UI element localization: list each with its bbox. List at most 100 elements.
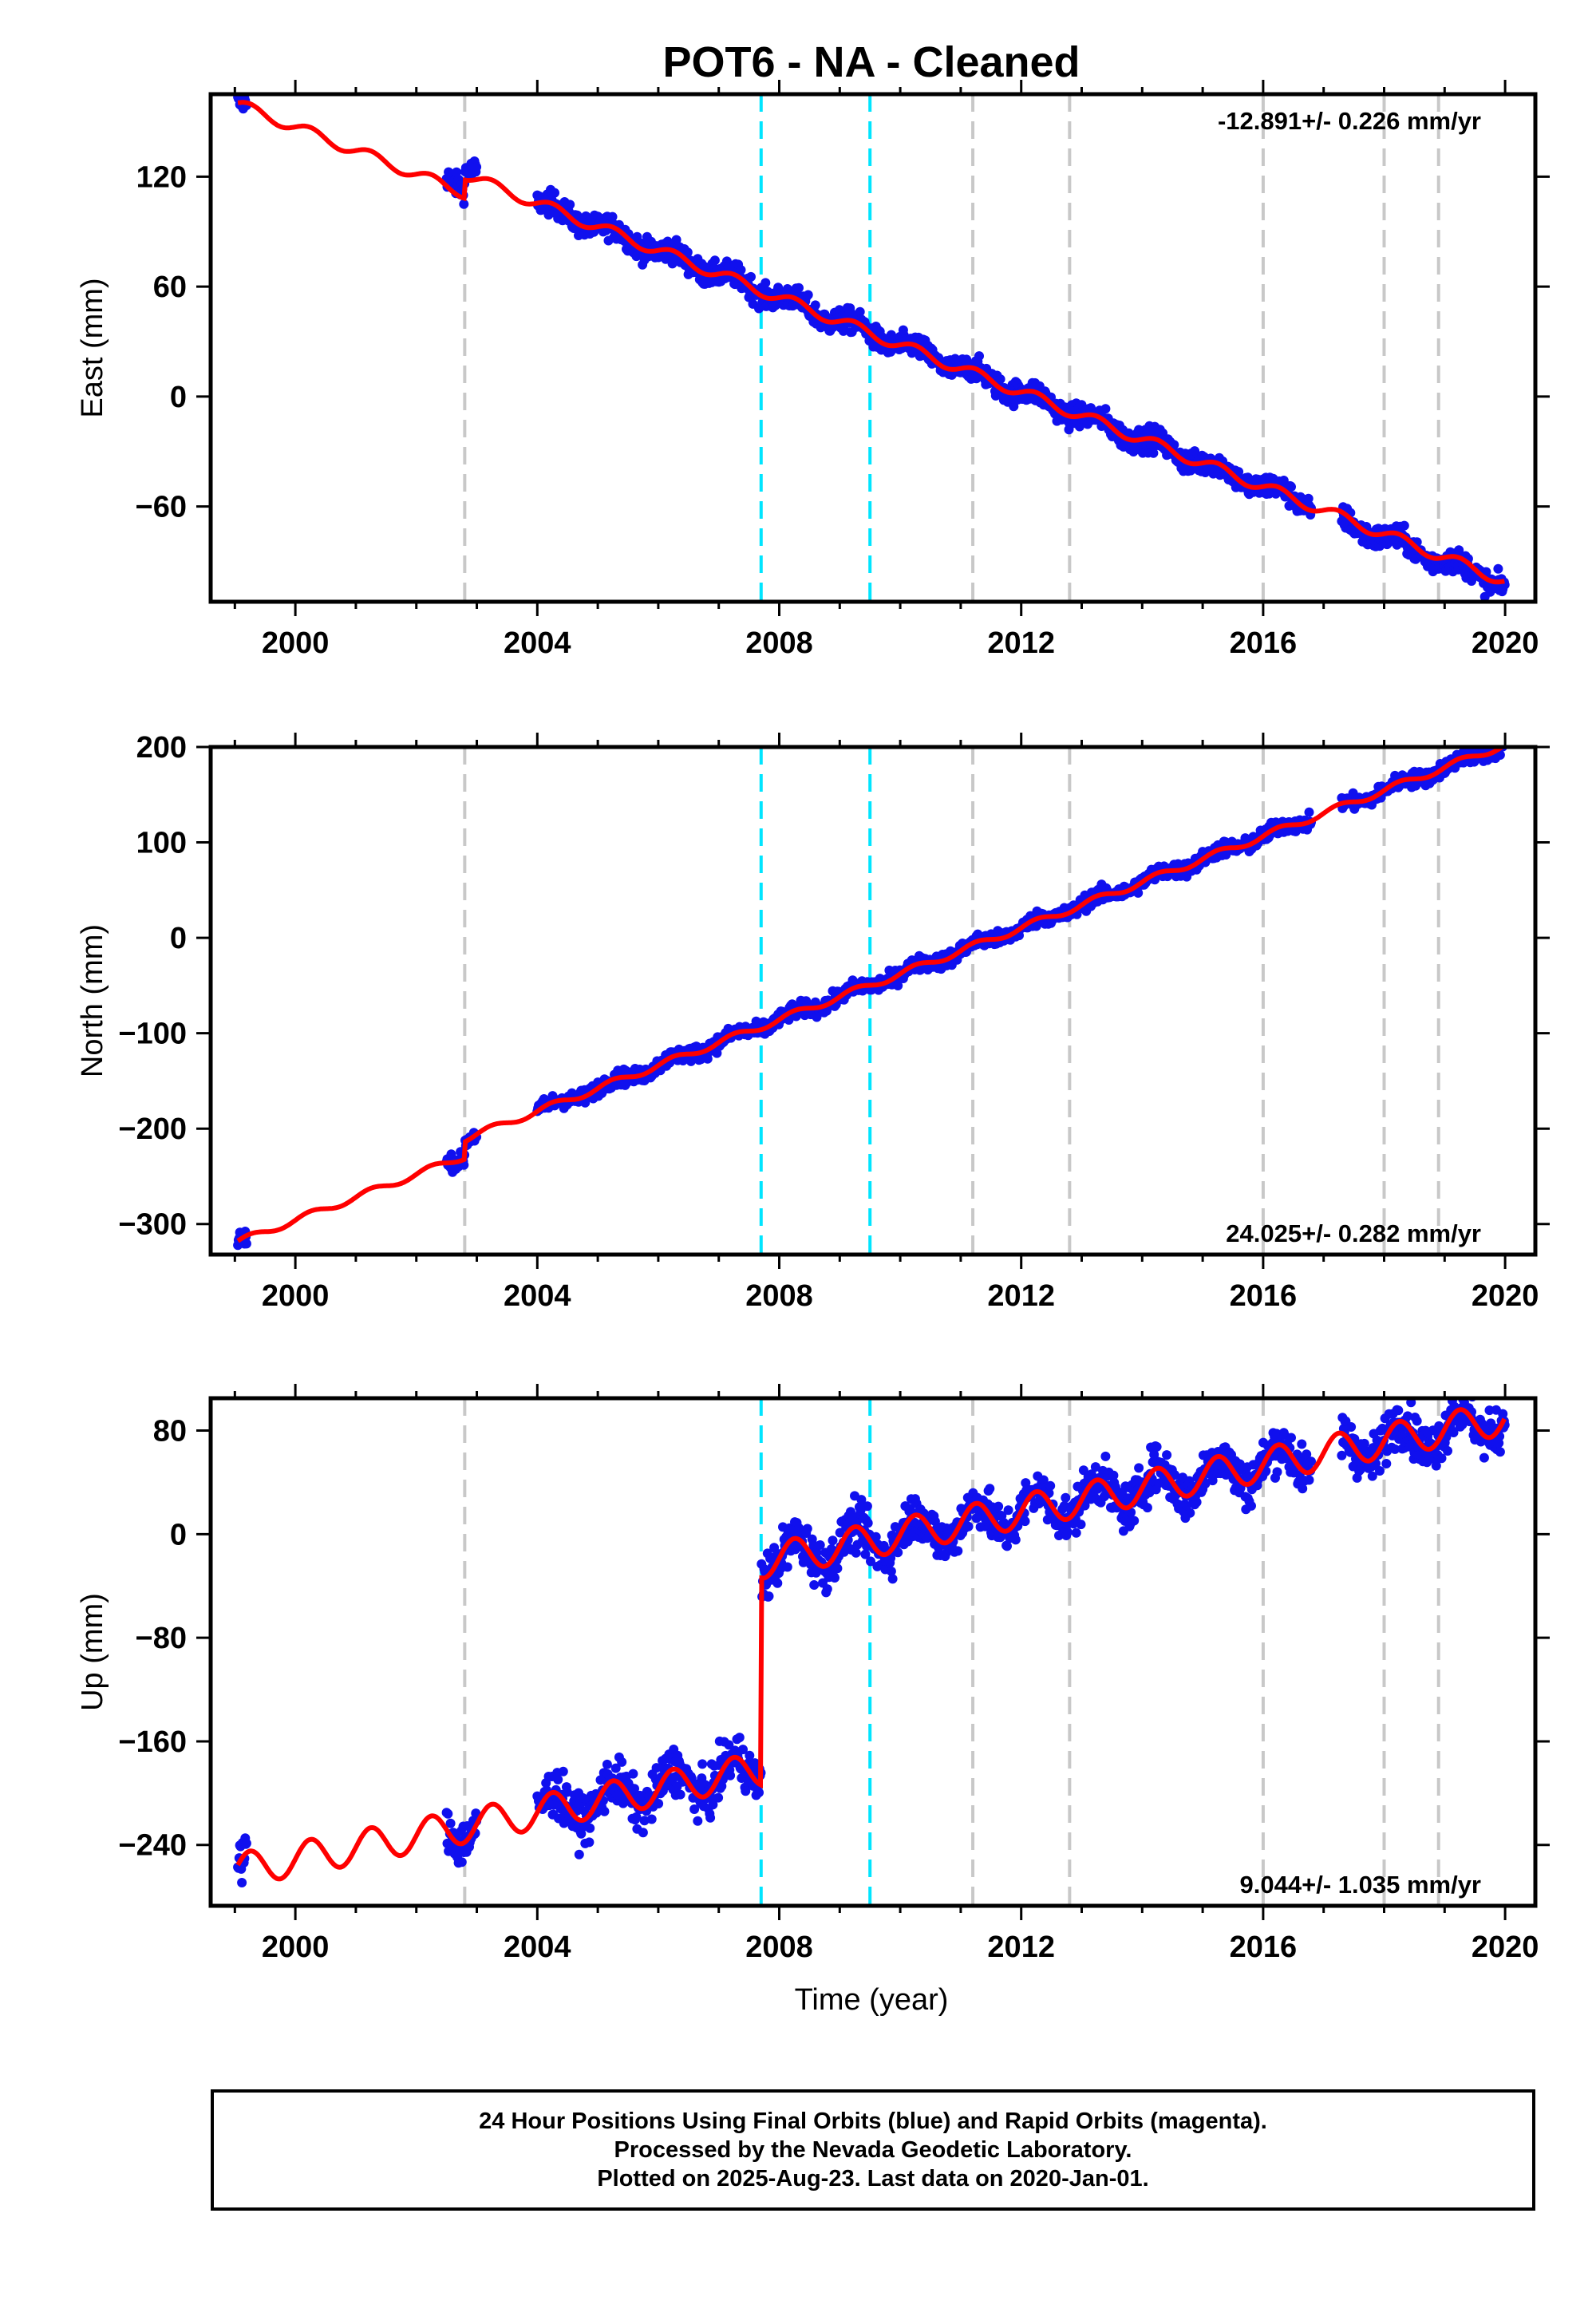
up-data-point [1479, 1452, 1489, 1463]
north-model-line [236, 747, 1506, 1243]
east-data-point [810, 300, 820, 310]
up-data-point [1020, 1516, 1030, 1527]
up-data-point [1061, 1492, 1071, 1503]
east-data-point [607, 211, 618, 222]
up-data-point [1152, 1441, 1162, 1452]
up-data-point [725, 1770, 736, 1780]
east-data-point [746, 271, 756, 282]
up-data-point [675, 1789, 685, 1800]
up-data-point [812, 1547, 822, 1558]
east-data-point [803, 290, 813, 300]
up-data-point [584, 1837, 595, 1848]
up-data-point [830, 1573, 839, 1583]
up-data-point [1162, 1450, 1172, 1460]
up-data-point [1045, 1480, 1056, 1491]
up-data-point [862, 1501, 872, 1512]
north-y-tick-label: −300 [118, 1208, 187, 1242]
up-data-point [1381, 1459, 1392, 1468]
up-data-point [782, 1562, 792, 1572]
east-x-tick-label: 2000 [262, 626, 330, 660]
panel-east: 2000 2004 2008 2012 2016 2020 120 60 0 −60 East (m… [76, 80, 1550, 660]
up-data-point [887, 1574, 898, 1584]
east-data-point [1100, 404, 1111, 414]
up-data-point [994, 1501, 1004, 1512]
up-data-point [822, 1584, 832, 1595]
up-data-point [1003, 1505, 1013, 1516]
footer-line-1: 24 Hour Positions Using Final Orbits (bl… [479, 2109, 1267, 2134]
up-data-point [985, 1484, 995, 1494]
up-y-axis-label: Up (mm) [76, 1593, 109, 1711]
east-data-point [550, 188, 559, 198]
north-y-tick-label: 0 [170, 922, 187, 955]
up-y-tick-label: 0 [170, 1518, 187, 1551]
up-data-point [1200, 1479, 1211, 1489]
east-x-tick-label: 2008 [745, 626, 813, 660]
up-x-tick-label: 2016 [1230, 1931, 1298, 1964]
north-data-point [1133, 887, 1144, 898]
east-frame [208, 92, 1538, 604]
figure-title: POT6 - NA - Cleaned [662, 38, 1080, 86]
up-data-point [693, 1816, 703, 1826]
up-data-point [689, 1804, 700, 1814]
up-data-point [617, 1757, 627, 1767]
footer-line-3: Plotted on 2025-Aug-23. Last data on 202… [597, 2166, 1149, 2192]
up-data-point [713, 1792, 724, 1803]
up-data-point [1002, 1541, 1012, 1551]
up-data-point [610, 1763, 621, 1773]
north-x-tick-label: 2000 [262, 1279, 330, 1313]
up-x-tick-label: 2000 [262, 1931, 330, 1964]
up-data-point [1142, 1503, 1152, 1513]
up-data-point [1346, 1422, 1357, 1432]
east-data-point [1454, 545, 1464, 555]
up-data-point [599, 1806, 610, 1816]
north-data-point [446, 1149, 456, 1160]
north-y-axis-label: North (mm) [76, 924, 109, 1077]
east-data-point [1190, 446, 1200, 456]
up-data-point [851, 1547, 861, 1558]
up-data-point [1021, 1478, 1031, 1488]
up-data-point [630, 1784, 639, 1794]
up-data-point [828, 1535, 838, 1546]
north-data-point [1304, 807, 1314, 817]
up-data-point [1134, 1463, 1144, 1473]
up-data-point [1484, 1405, 1495, 1416]
up-data-point [1375, 1466, 1385, 1476]
up-data-point [558, 1766, 568, 1777]
up-data-point [1412, 1416, 1422, 1426]
up-data-point [574, 1849, 584, 1860]
east-data-point [974, 351, 984, 362]
north-x-tick-label: 2020 [1472, 1279, 1539, 1313]
up-x-tick-label: 2012 [987, 1931, 1055, 1964]
up-data-point [808, 1539, 819, 1550]
up-model-line [235, 1407, 1507, 1882]
up-data-point [445, 1818, 456, 1828]
up-x-tick-label: 2004 [504, 1931, 571, 1964]
up-data-point [1297, 1439, 1307, 1449]
up-data-point [815, 1540, 825, 1550]
up-data-point [638, 1828, 648, 1838]
up-data-point [1431, 1460, 1441, 1471]
up-data-point [654, 1799, 664, 1808]
up-data-point [1076, 1520, 1086, 1530]
up-data-point [1090, 1462, 1100, 1472]
east-data-point [760, 278, 771, 288]
east-data-point [1493, 563, 1503, 574]
up-data-point [631, 1812, 642, 1822]
east-data-point [1234, 467, 1244, 477]
up-data-point [705, 1812, 716, 1823]
east-x-tick-label: 2016 [1230, 626, 1298, 660]
up-data-point [745, 1750, 755, 1761]
up-data-point [832, 1563, 843, 1574]
up-data-point [1367, 1471, 1377, 1481]
north-data-point [893, 981, 903, 990]
east-x-tick-label: 2004 [504, 626, 571, 660]
up-data-point [708, 1800, 718, 1810]
up-data-point [866, 1556, 875, 1567]
up-data-point [741, 1786, 751, 1796]
up-data-point [871, 1531, 881, 1542]
up-data-point [1390, 1444, 1400, 1454]
up-data-point [1443, 1446, 1452, 1456]
up-data-point [1436, 1453, 1447, 1464]
up-x-tick-label: 2008 [745, 1931, 813, 1964]
east-y-axis-label: East (mm) [76, 278, 109, 417]
